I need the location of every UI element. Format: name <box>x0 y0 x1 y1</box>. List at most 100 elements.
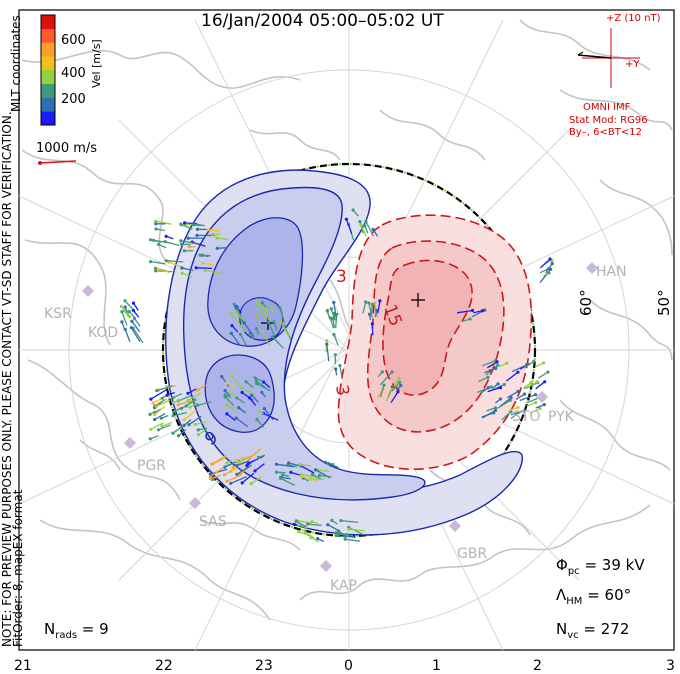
velocity-vector <box>488 367 497 372</box>
velocity-vector <box>508 406 519 412</box>
velocity-vector <box>348 526 365 536</box>
velocity-vector <box>311 521 318 525</box>
velocity-vector <box>195 421 207 426</box>
velocity-vector <box>158 243 167 249</box>
velocity-vector <box>511 363 529 373</box>
velocity-vector <box>272 336 284 349</box>
radar-count: Nrads = 9 <box>44 620 109 641</box>
velocity-vector <box>221 376 230 387</box>
vector-origin <box>192 223 196 227</box>
velocity-vector <box>364 225 369 234</box>
station-pyk-marker <box>536 391 548 403</box>
imf-y-label: +Y <box>625 59 640 70</box>
velocity-vector <box>216 237 229 241</box>
velocity-vector <box>183 409 197 421</box>
velocity-vector <box>224 396 235 406</box>
pos-contour-label-3: 3 <box>331 383 353 397</box>
velocity-vector <box>317 538 325 543</box>
velocity-vector <box>319 474 332 478</box>
velocity-vector <box>178 428 187 437</box>
velocity-vector <box>255 328 260 335</box>
station-sto-label: STO <box>512 409 540 425</box>
velocity-vector <box>295 520 305 527</box>
cross-polar-potential: Φpc = 39 kV <box>556 556 645 577</box>
station-han-label: HAN <box>596 264 627 280</box>
velocity-vector <box>298 524 308 529</box>
positive-potential-cell: 3 15 3 <box>331 214 533 470</box>
velocity-vector <box>238 457 247 464</box>
velocity-vector <box>499 362 508 368</box>
velocity-vector <box>172 411 187 417</box>
velocity-vector <box>181 272 193 278</box>
velocity-vector <box>255 314 261 323</box>
velocity-vector <box>535 381 546 390</box>
velocity-vector <box>166 260 184 263</box>
vector-origin <box>215 246 219 250</box>
velocity-vector <box>235 456 246 462</box>
velocity-vector <box>379 371 393 386</box>
velocity-vector <box>250 476 262 485</box>
velocity-vector <box>282 474 289 477</box>
colorbar-segment <box>41 28 55 43</box>
velocity-vector <box>243 322 255 338</box>
velocity-vector <box>338 530 345 536</box>
velocity-vector <box>235 311 246 323</box>
velocity-vector <box>276 471 286 474</box>
velocity-vector <box>326 344 330 362</box>
station-pgr-label: PGR <box>137 458 166 474</box>
station-gbr-marker <box>449 520 461 532</box>
velocity-vector <box>329 317 335 329</box>
station-kap-label: KAP <box>330 578 357 594</box>
mlt-axis: 21 22 23 0 1 2 3 <box>14 658 675 674</box>
velocity-vector <box>153 239 172 244</box>
velocity-vector <box>258 454 266 459</box>
vector-origin <box>164 259 168 263</box>
velocity-vector <box>256 383 271 392</box>
velocity-vector <box>263 408 274 421</box>
velocity-vector <box>256 418 265 428</box>
velocity-vector <box>231 325 239 333</box>
velocity-vector <box>336 532 354 537</box>
velocity-vector <box>332 318 336 329</box>
velocity-vector <box>226 459 233 464</box>
velocity-vector <box>156 399 171 407</box>
velocity-vector <box>230 467 238 472</box>
velocity-vector <box>193 224 201 227</box>
mlt-tick-1: 1 <box>432 658 441 674</box>
velocity-vector <box>372 229 379 237</box>
imf-source: OMNI IMF <box>583 102 631 113</box>
velocity-vector <box>173 399 183 404</box>
colorbar-segment <box>41 56 55 71</box>
velocity-vector <box>188 415 202 426</box>
velocity-vector <box>204 269 223 275</box>
vector-origin <box>206 228 210 232</box>
velocity-vector <box>239 325 246 333</box>
velocity-vector <box>254 463 265 472</box>
station-labels: KSR KOD PGR SAS KAP GBR PYK HAN STO <box>44 264 627 594</box>
velocity-vector <box>177 400 193 406</box>
vector-count: Nvc = 272 <box>556 620 629 641</box>
vector-origin <box>198 253 202 257</box>
velocity-vector <box>236 464 252 475</box>
colorbar-tick-600: 600 <box>61 33 86 48</box>
velocity-vector <box>280 321 290 338</box>
velocity-vector <box>150 422 164 430</box>
velocity-vector <box>535 403 545 409</box>
velocity-vector <box>265 308 270 321</box>
velocity-vector <box>180 223 193 230</box>
velocity-vector <box>226 404 238 413</box>
velocity-vector <box>187 392 201 401</box>
velocity-vector <box>371 323 374 336</box>
station-ksr-label: KSR <box>44 306 72 322</box>
velocity-vector <box>248 447 262 460</box>
velocity-vector <box>245 381 254 389</box>
imf-model: Stat Mod: RG96 <box>569 115 648 126</box>
velocity-vector <box>155 228 165 232</box>
velocity-vector <box>300 465 315 474</box>
velocity-vector <box>481 412 494 418</box>
mlt-tick-0: 0 <box>344 658 353 674</box>
velocity-vector <box>486 361 498 369</box>
colorbar-segment <box>41 42 55 57</box>
velocity-vector <box>238 407 246 414</box>
velocity-vector <box>486 407 496 412</box>
